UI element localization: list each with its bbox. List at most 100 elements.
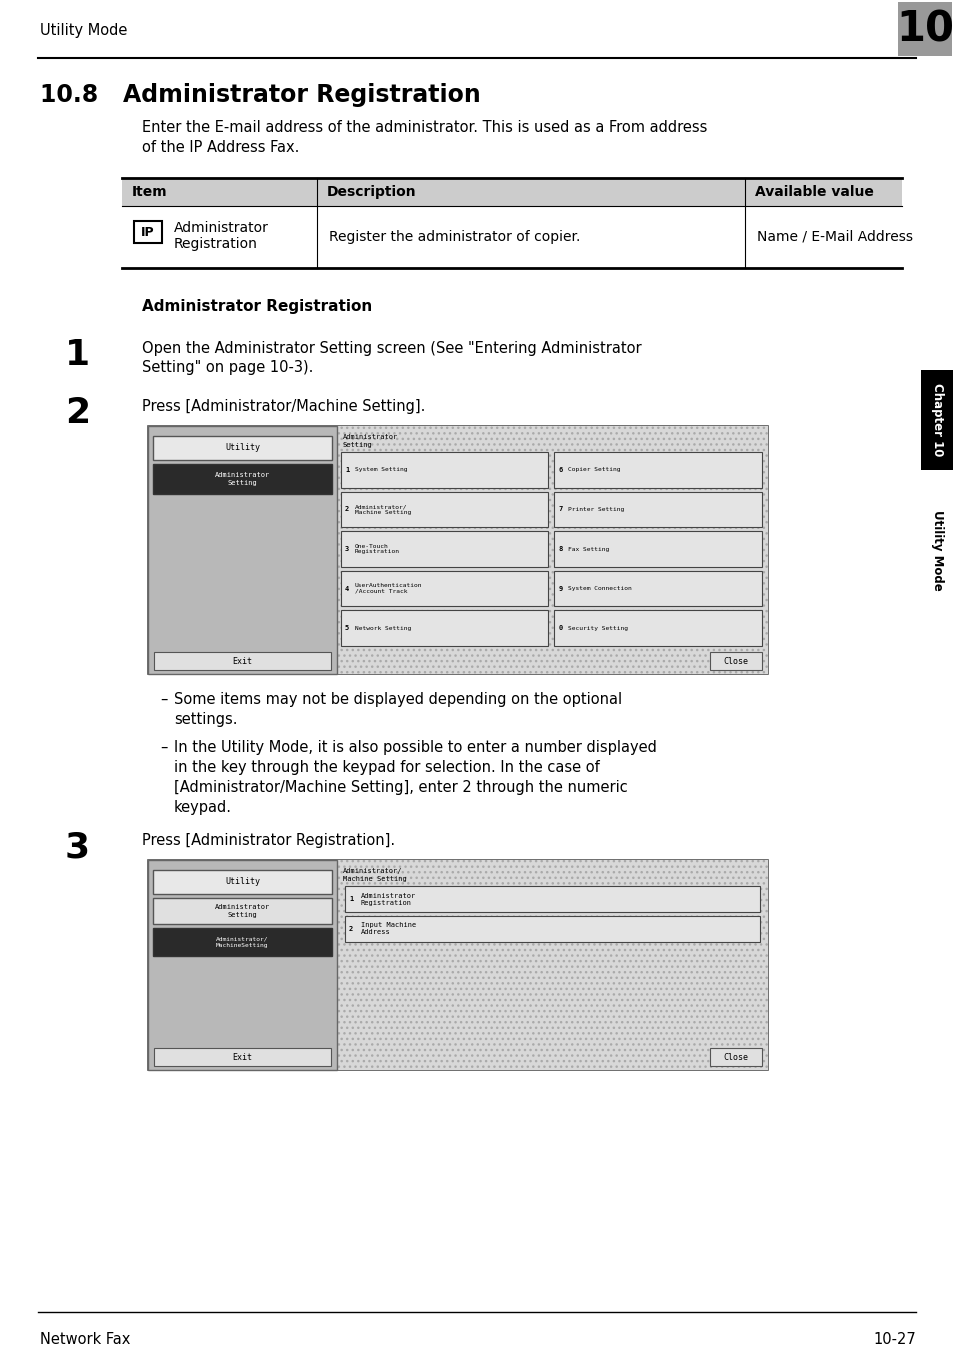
Bar <box>340 492 548 527</box>
Text: in the key through the keypad for selection. In the case of: in the key through the keypad for select… <box>173 760 599 775</box>
Bar <box>345 886 760 913</box>
Text: 1: 1 <box>345 466 349 473</box>
Bar <box>152 927 332 956</box>
Text: 5: 5 <box>345 625 349 631</box>
Text: of the IP Address Fax.: of the IP Address Fax. <box>142 141 299 155</box>
Text: Register the administrator of copier.: Register the administrator of copier. <box>329 230 579 243</box>
Bar <box>148 426 336 675</box>
Bar <box>148 860 336 1069</box>
Text: Administrator/: Administrator/ <box>343 868 402 873</box>
Text: Input Machine
Address: Input Machine Address <box>360 922 416 936</box>
Bar <box>554 531 761 566</box>
Bar <box>152 435 332 460</box>
Bar <box>153 1048 331 1065</box>
Text: Fax Setting: Fax Setting <box>568 546 609 552</box>
Text: Administrator
Registration: Administrator Registration <box>360 892 416 906</box>
Bar <box>148 426 336 675</box>
Text: Open the Administrator Setting screen (See "Entering Administrator: Open the Administrator Setting screen (S… <box>142 341 641 356</box>
Text: 3: 3 <box>65 830 90 864</box>
Bar <box>340 571 548 607</box>
Text: Administrator
Setting: Administrator Setting <box>214 904 270 918</box>
Bar <box>148 860 336 1069</box>
Text: Setting" on page 10-3).: Setting" on page 10-3). <box>142 360 313 375</box>
Text: Description: Description <box>327 185 416 199</box>
Bar <box>709 1048 761 1065</box>
Text: Some items may not be displayed depending on the optional: Some items may not be displayed dependin… <box>173 692 621 707</box>
Text: System Connection: System Connection <box>568 587 632 591</box>
Bar <box>554 610 761 646</box>
Text: IP: IP <box>141 226 154 238</box>
Text: Utility Mode: Utility Mode <box>930 510 943 591</box>
Text: Press [Administrator Registration].: Press [Administrator Registration]. <box>142 833 395 848</box>
Text: 10-27: 10-27 <box>872 1333 915 1348</box>
Bar <box>340 452 548 488</box>
Text: Administrator: Administrator <box>173 220 269 235</box>
Bar <box>152 464 332 493</box>
Text: Utility: Utility <box>225 877 260 887</box>
Bar <box>153 652 331 671</box>
Text: 3: 3 <box>345 546 349 552</box>
Bar <box>709 652 761 671</box>
Text: –: – <box>160 692 167 707</box>
Text: Close: Close <box>722 1052 748 1061</box>
Bar <box>340 531 548 566</box>
Text: Close: Close <box>722 657 748 665</box>
Text: 1: 1 <box>349 896 353 902</box>
Bar <box>897 1 951 55</box>
Text: Chapter 10: Chapter 10 <box>930 384 943 457</box>
Text: Registration: Registration <box>173 237 257 251</box>
Text: Press [Administrator/Machine Setting].: Press [Administrator/Machine Setting]. <box>142 399 425 414</box>
Text: Enter the E-mail address of the administrator. This is used as a From address: Enter the E-mail address of the administ… <box>142 120 706 135</box>
Text: –: – <box>160 740 167 754</box>
Text: keypad.: keypad. <box>173 800 232 815</box>
Bar <box>336 426 767 675</box>
Text: System Setting: System Setting <box>355 468 407 472</box>
Text: Exit: Exit <box>233 1052 253 1061</box>
Text: 6: 6 <box>558 466 562 473</box>
Text: 9: 9 <box>558 585 562 592</box>
Text: Available value: Available value <box>754 185 873 199</box>
Text: Security Setting: Security Setting <box>568 626 628 630</box>
Text: Setting: Setting <box>343 442 373 448</box>
Bar <box>340 610 548 646</box>
Text: One-Touch
Registration: One-Touch Registration <box>355 544 399 554</box>
Bar <box>554 452 761 488</box>
Bar <box>336 860 767 1069</box>
Text: 4: 4 <box>345 585 349 592</box>
Text: UserAuthentication
/Account Track: UserAuthentication /Account Track <box>355 583 422 594</box>
Text: 10.8   Administrator Registration: 10.8 Administrator Registration <box>40 82 480 107</box>
Text: Utility Mode: Utility Mode <box>40 23 128 38</box>
Bar <box>554 571 761 607</box>
Text: Exit: Exit <box>233 657 253 665</box>
Text: 2: 2 <box>349 926 353 932</box>
Bar <box>122 178 901 206</box>
Bar <box>148 426 767 675</box>
Text: 1: 1 <box>65 338 90 372</box>
Text: Network Fax: Network Fax <box>40 1333 131 1348</box>
Bar <box>920 370 953 470</box>
Bar <box>554 492 761 527</box>
Text: Administrator/
MachineSetting: Administrator/ MachineSetting <box>216 937 269 948</box>
Text: Administrator Registration: Administrator Registration <box>142 299 372 314</box>
Bar <box>152 898 332 923</box>
Text: Administrator/
Machine Setting: Administrator/ Machine Setting <box>355 504 411 515</box>
Text: 7: 7 <box>558 507 562 512</box>
Text: Item: Item <box>132 185 168 199</box>
Bar <box>152 869 332 894</box>
Bar <box>336 860 767 1069</box>
Text: Machine Setting: Machine Setting <box>343 876 406 882</box>
Text: [Administrator/Machine Setting], enter 2 through the numeric: [Administrator/Machine Setting], enter 2… <box>173 780 627 795</box>
Text: 10: 10 <box>895 8 953 50</box>
Text: Network Setting: Network Setting <box>355 626 411 630</box>
Text: Utility: Utility <box>225 443 260 453</box>
Text: 8: 8 <box>558 546 562 552</box>
Text: Administrator
Setting: Administrator Setting <box>214 472 270 485</box>
Text: Copier Setting: Copier Setting <box>568 468 620 472</box>
Bar <box>148 860 767 1069</box>
Text: 2: 2 <box>65 396 90 430</box>
Bar <box>336 426 767 675</box>
Text: Administrator: Administrator <box>343 434 397 439</box>
Text: 2: 2 <box>345 507 349 512</box>
Text: settings.: settings. <box>173 713 237 727</box>
Text: 0: 0 <box>558 625 562 631</box>
